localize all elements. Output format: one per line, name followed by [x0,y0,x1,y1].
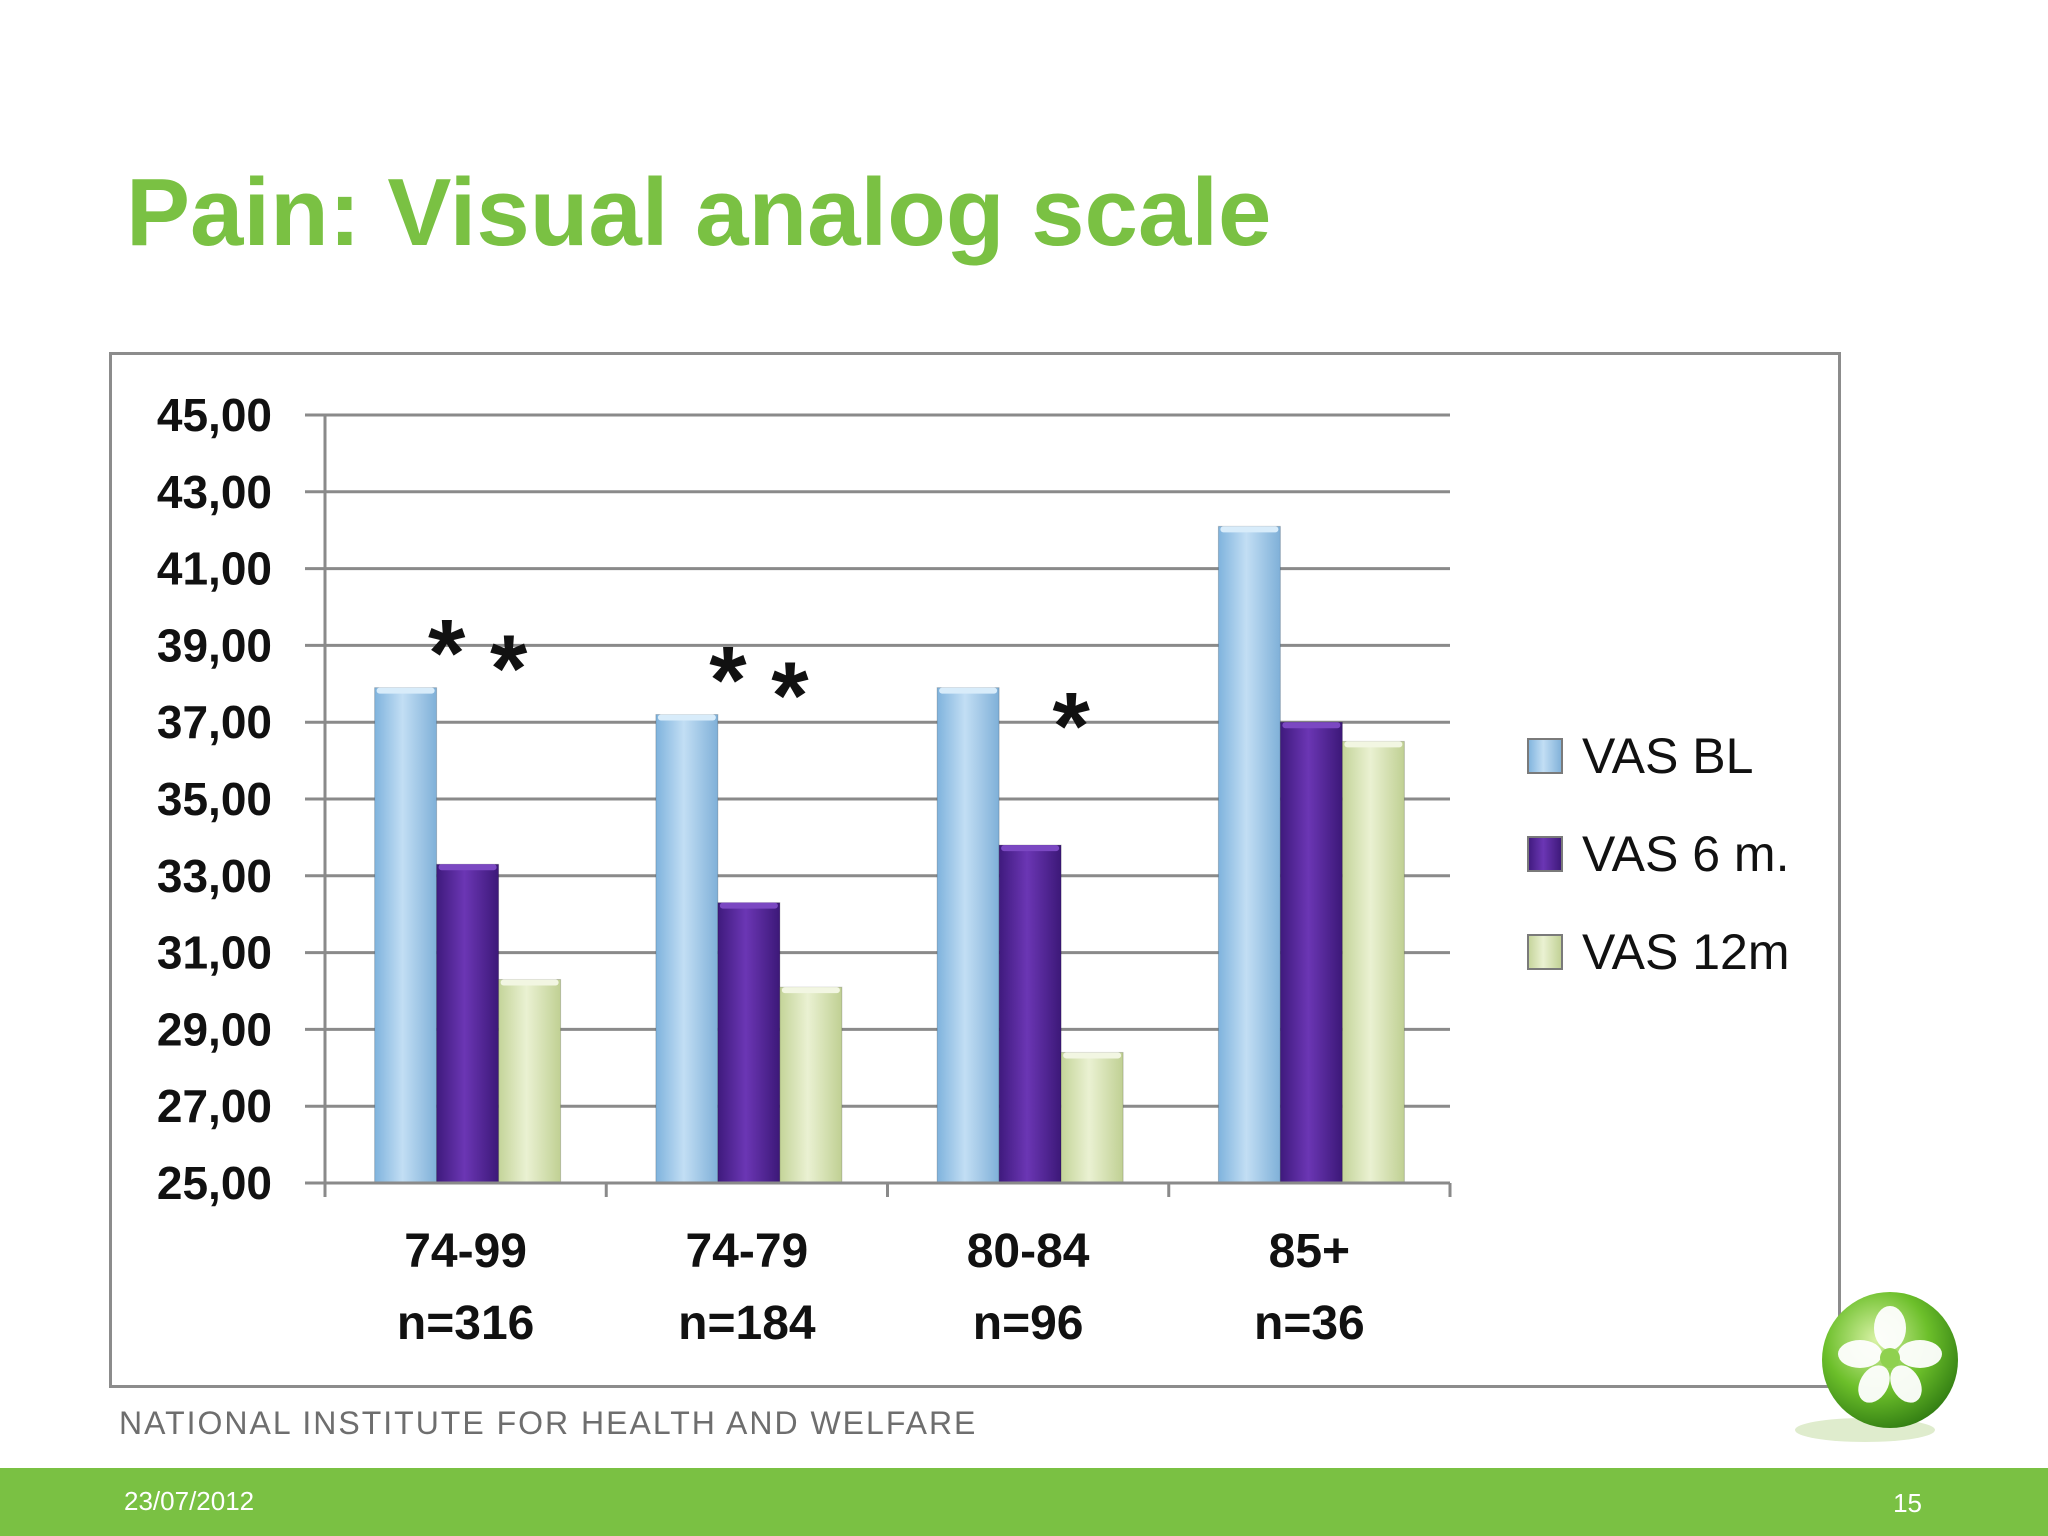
bar [1279,721,1343,1184]
y-tick-label: 41,00 [157,543,272,595]
bar [655,714,719,1184]
page-title: Pain: Visual analog scale [126,159,1272,266]
y-tick-label: 27,00 [157,1080,272,1132]
legend-swatch [1527,738,1563,774]
bar [1217,525,1281,1184]
bar [1060,1051,1124,1184]
footer-bar: 23/07/2012 15 [0,1468,2048,1536]
bar-cap [438,864,497,871]
bar-cap [500,979,559,986]
bar-cap [1220,526,1279,533]
significance-marker: * [428,600,466,707]
bar [998,844,1062,1184]
institute-name: NATIONAL INSTITUTE FOR HEALTH AND WELFAR… [119,1405,978,1441]
footer-date: 23/07/2012 [124,1486,255,1516]
y-tick-label: 31,00 [157,927,272,979]
y-tick-label: 37,00 [157,696,272,748]
bar-cap [1282,722,1341,729]
y-tick-label: 25,00 [157,1157,272,1209]
bar [436,863,500,1184]
legend-swatch [1527,934,1563,970]
bar-cap [939,687,998,694]
y-tick-label: 33,00 [157,850,272,902]
x-tick-label-n: n=36 [1254,1297,1365,1350]
bar-cap [1344,741,1403,748]
x-tick-label: 80-84 [967,1225,1090,1278]
bar-cap [1063,1052,1122,1059]
bar [1341,740,1405,1184]
x-tick-label: 85+ [1269,1225,1350,1278]
x-tick-label-n: n=184 [678,1297,816,1350]
bar-cap [719,902,778,909]
bar-cap [376,687,435,694]
legend-label: VAS 6 m. [1582,826,1789,882]
bar [374,687,438,1184]
page-number: 15 [1893,1488,1922,1518]
significance-marker: * [490,616,528,723]
y-tick-label: 45,00 [157,389,272,441]
institute-logo-icon [1795,1292,1958,1442]
legend-label: VAS BL [1582,728,1753,784]
significance-marker: * [1052,673,1090,780]
x-tick-label-n: n=316 [397,1297,534,1350]
y-tick-label: 43,00 [157,466,272,518]
significance-marker: * [709,627,747,734]
bar-cap [657,714,716,721]
bar [717,902,781,1184]
bar [498,978,562,1184]
significance-marker: * [771,642,809,749]
bar [936,687,1000,1184]
legend-swatch [1527,836,1563,872]
y-tick-label: 35,00 [157,773,272,825]
legend-label: VAS 12m [1582,924,1790,980]
chart-frame: 25,00 27,00 29,00 31,00 33,00 35,00 37,00 39,00… [109,352,1841,1388]
y-tick-label: 39,00 [157,619,272,671]
y-tick-label: 29,00 [157,1003,272,1055]
bar [779,986,843,1184]
x-tick-label-n: n=96 [973,1297,1084,1350]
x-tick-label: 74-99 [404,1225,527,1278]
bar-chart: 25,00 27,00 29,00 31,00 33,00 35,00 37,00 39,00… [157,389,1790,1350]
bar-cap [781,987,840,994]
bar-cap [1001,845,1060,852]
x-tick-label: 74-79 [685,1225,808,1278]
